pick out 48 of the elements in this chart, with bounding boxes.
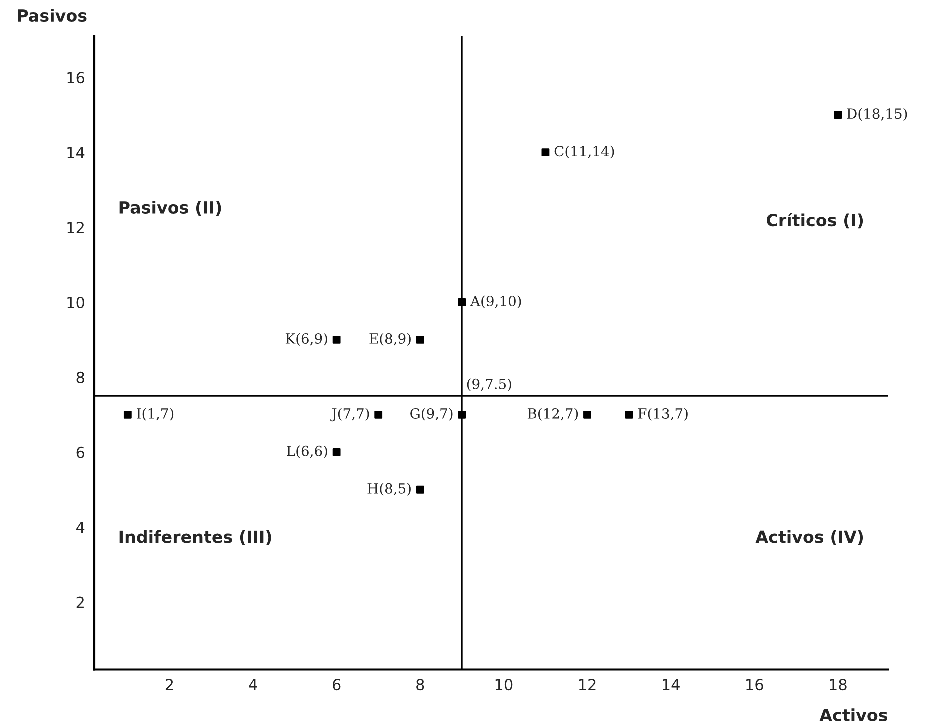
point (542, 148, 550, 157)
point (458, 410, 466, 419)
annotation: Indiferentes (III) (120, 530, 272, 546)
data-label: D(18,15) (847, 108, 908, 122)
x-axis-title: Activos (820, 708, 888, 722)
x-tick-label: 6 (333, 679, 341, 691)
data-label: F(13,7) (638, 408, 688, 421)
x-tick-label: 16 (746, 679, 764, 691)
y-tick-label: 4 (76, 522, 85, 534)
y-tick-label: 2 (76, 596, 84, 608)
point (124, 410, 132, 419)
point (374, 410, 383, 419)
data-label: J(7,7) (330, 408, 370, 422)
point (458, 298, 466, 306)
annotation: Críticos (I) (766, 213, 864, 229)
point (332, 336, 341, 344)
y-tick-label: 10 (68, 296, 84, 309)
data-label: H(8,5) (368, 483, 411, 496)
data-label: I(1,7) (137, 408, 174, 421)
data-label: E(8,9) (370, 333, 411, 346)
data-label: A(9,10) (470, 296, 522, 308)
y-tick-label: 14 (68, 147, 85, 158)
x-tick-label: 12 (579, 679, 596, 690)
y-tick-label: 8 (76, 372, 84, 384)
data-label: L(6,6) (287, 446, 328, 458)
point (625, 410, 634, 419)
point (416, 336, 424, 344)
x-tick-label: 4 (249, 679, 258, 690)
point (416, 486, 424, 494)
data-label: B(12,7) (528, 408, 578, 421)
x-tick-label: 14 (663, 679, 680, 690)
x-tick-label: 10 (496, 679, 513, 691)
data-label: G(9,7) (410, 408, 453, 421)
point (834, 111, 842, 120)
y-tick-label: 16 (68, 72, 85, 84)
annotation: Activos (IV) (756, 530, 864, 546)
point (332, 448, 341, 456)
x-tick-label: 18 (830, 679, 847, 691)
annotation: (9,7.5) (467, 378, 512, 392)
data-label: C(11,14) (554, 146, 614, 159)
data-label: K(6,9) (286, 333, 328, 346)
point (584, 410, 592, 419)
y-tick-label: 6 (76, 446, 85, 458)
x-tick-label: 2 (166, 679, 174, 690)
y-tick-label: 12 (68, 222, 84, 234)
x-tick-label: 8 (416, 679, 424, 691)
y-axis-title: Pasivos (18, 9, 87, 22)
annotation: Pasivos (II) (120, 201, 222, 216)
